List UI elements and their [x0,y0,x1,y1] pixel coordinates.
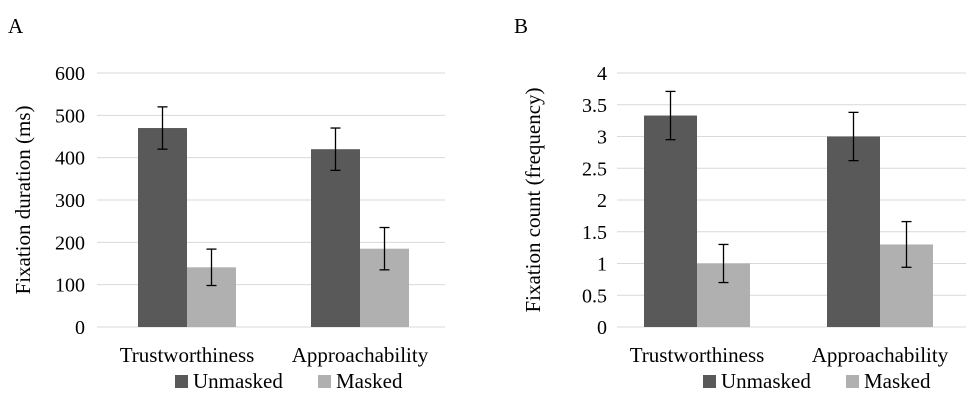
panel-a-y-tick-label: 600 [55,63,85,85]
panel-b-y-tick-label: 1.5 [582,222,607,244]
panel-b-y-tick-label: 4 [597,63,607,85]
panel-b-y-tick-label: 1 [597,254,607,276]
panel-b-legend-swatch-unmasked [703,375,716,388]
panel-a-y-tick-label: 0 [75,317,85,339]
panel-b-y-axis-label: Fixation count (frequency) [521,87,545,312]
panel-b-legend-label-masked: Masked [864,369,931,393]
panel-b-legend-label-unmasked: Unmasked [721,369,811,393]
panel-a-legend-label-masked: Masked [336,369,403,393]
panel-a-bar-unmasked [311,149,360,327]
panel-b-y-tick-label: 3.5 [582,95,607,117]
panel-b-bar-unmasked [827,136,880,327]
panel-a-bar-unmasked [138,128,187,327]
panel-a-category-label: Trustworthiness [120,343,255,367]
panel-a-letter: A [8,14,24,38]
panel-a-y-tick-label: 200 [55,232,85,254]
panel-a-category-label: Approachability [292,343,429,367]
panel-a-y-tick-label: 400 [55,148,85,170]
panel-b-bar-unmasked [644,115,697,327]
panel-a-y-tick-label: 500 [55,105,85,127]
panel-b-y-tick-label: 3 [597,127,607,149]
panel-b-y-tick-label: 0.5 [582,285,607,307]
panel-b-y-tick-label: 0 [597,317,607,339]
panel-b-category-label: Approachability [812,343,949,367]
panel-b-y-tick-label: 2.5 [582,158,607,180]
panel-b-category-label: Trustworthiness [630,343,765,367]
panel-a-y-axis-label: Fixation duration (ms) [11,106,35,295]
panel-a-y-tick-label: 100 [55,275,85,297]
panel-a-legend-label-unmasked: Unmasked [193,369,283,393]
panel-b-y-tick-label: 2 [597,190,607,212]
panel-b-legend-swatch-masked [846,375,859,388]
panel-a-legend-swatch-unmasked [175,375,188,388]
panel-a-y-tick-label: 300 [55,190,85,212]
panel-b-letter: B [514,14,528,38]
panel-a-legend-swatch-masked [318,375,331,388]
